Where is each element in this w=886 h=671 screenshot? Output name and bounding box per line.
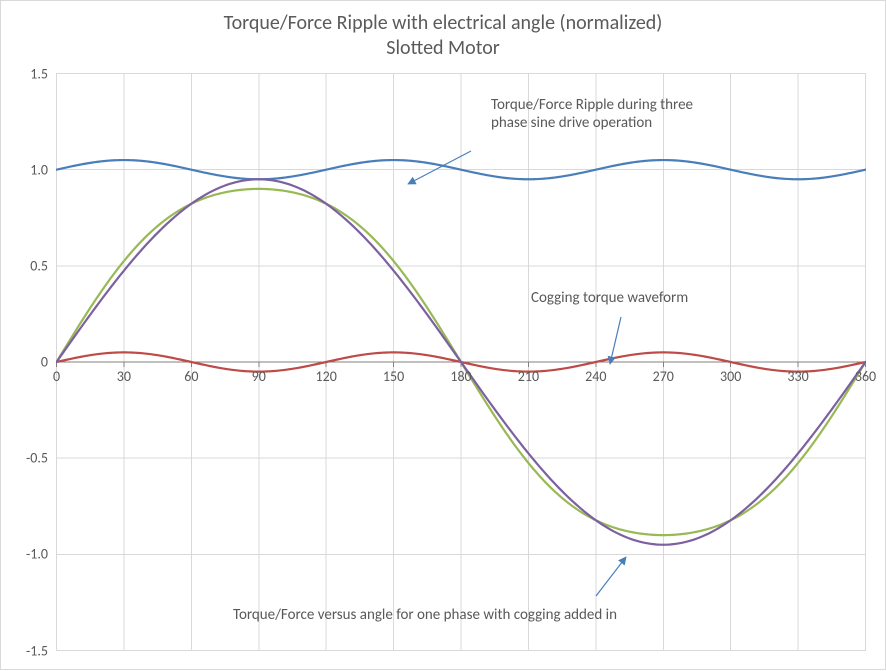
- chart-container: Torque/Force Ripple with electrical angl…: [0, 0, 886, 670]
- chart-title-line1: Torque/Force Ripple with electrical angl…: [224, 11, 663, 35]
- plot-area: -1.5-1.0-0.500.51.01.5 03060901201501802…: [56, 73, 866, 651]
- y-tick-label: 1.5: [30, 65, 48, 82]
- x-tick-label: 330: [787, 368, 808, 385]
- plot-svg: [56, 73, 866, 651]
- anno-single-phase: Torque/Force versus angle for one phase …: [233, 606, 793, 624]
- x-tick-label: 30: [117, 368, 131, 385]
- anno-three-phase: Torque/Force Ripple during threephase si…: [491, 96, 791, 132]
- x-tick-label: 60: [184, 368, 198, 385]
- x-tick-label: 210: [518, 368, 539, 385]
- x-tick-label: 180: [450, 368, 471, 385]
- anno-cogging: Cogging torque waveform: [531, 289, 791, 307]
- y-tick-label: 0: [41, 354, 48, 371]
- x-tick-label: 90: [252, 368, 266, 385]
- y-tick-label: -0.5: [26, 450, 48, 467]
- y-tick-label: -1.5: [26, 642, 48, 659]
- x-tick-label: 150: [383, 368, 404, 385]
- x-tick-label: 120: [316, 368, 337, 385]
- y-tick-label: -1.0: [26, 546, 48, 563]
- x-tick-label: 360: [855, 368, 876, 385]
- y-tick-label: 1.0: [30, 161, 48, 178]
- x-tick-label: 240: [585, 368, 606, 385]
- chart-title: Torque/Force Ripple with electrical angl…: [1, 11, 885, 61]
- chart-title-line2: Slotted Motor: [386, 36, 499, 60]
- x-tick-label: 300: [720, 368, 741, 385]
- x-tick-label: 0: [53, 368, 60, 385]
- y-tick-label: 0.5: [30, 257, 48, 274]
- x-tick-label: 270: [653, 368, 674, 385]
